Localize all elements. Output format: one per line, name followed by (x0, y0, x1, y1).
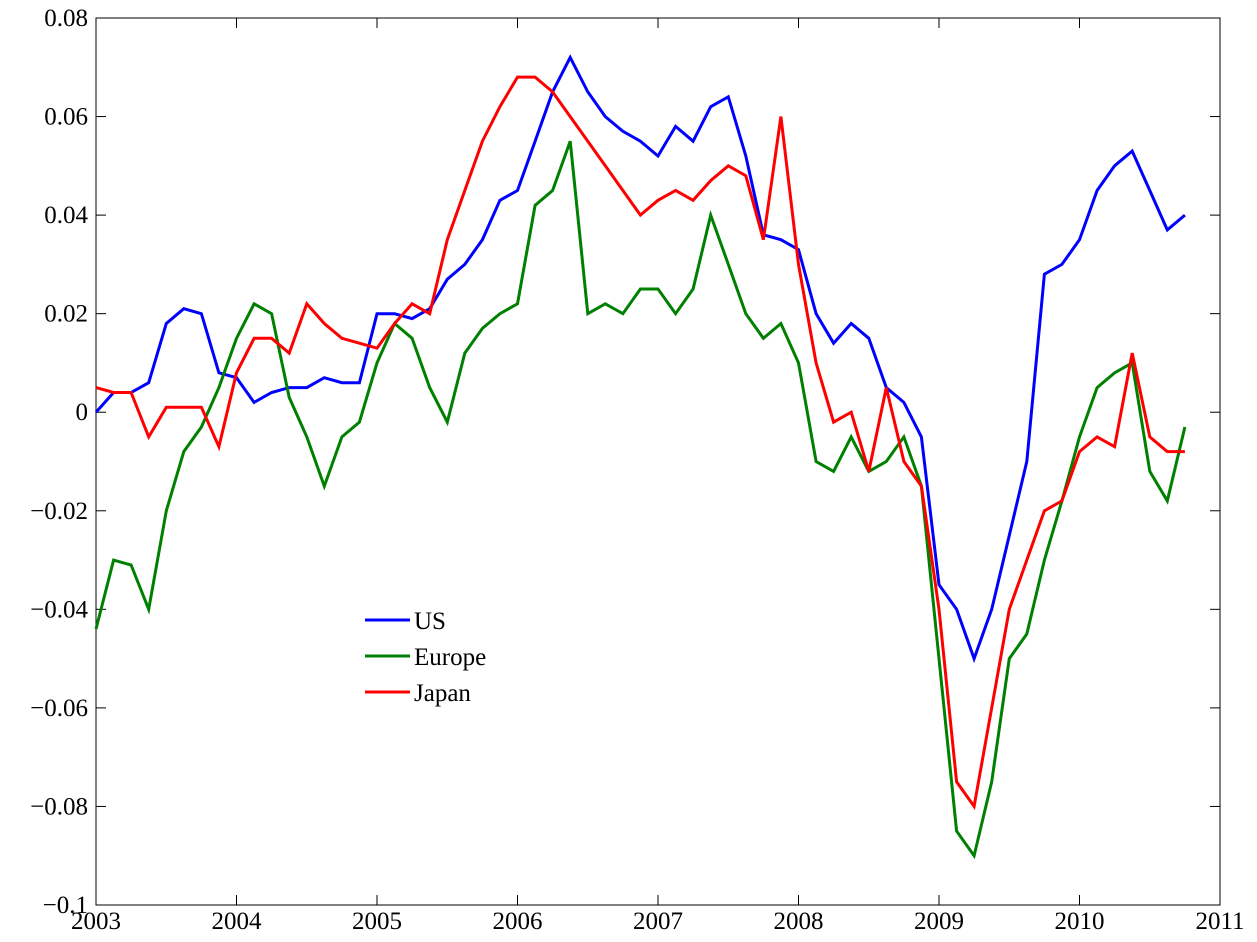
series-line (95, 75, 1185, 811)
y-tick-label: −0.04 (30, 596, 88, 623)
x-tick-label: 2006 (493, 908, 543, 935)
x-tick-label: 2007 (633, 908, 683, 935)
y-tick-label: −0.06 (30, 695, 88, 722)
x-tick-label: 2004 (212, 908, 263, 935)
y-tick-label: 0.04 (44, 202, 88, 229)
y-tick-label: 0.02 (44, 301, 88, 328)
series-line (94, 54, 1186, 664)
y-tick-label: 0.08 (44, 5, 88, 32)
legend-label: Europe (414, 644, 486, 671)
y-tick-label: 0 (76, 399, 89, 426)
legend-label: US (414, 608, 446, 635)
y-tick-label: −0.1 (43, 892, 88, 919)
legend-label: Japan (414, 680, 471, 707)
series-line (94, 140, 1187, 860)
x-tick-label: 2011 (1195, 908, 1244, 935)
y-tick-label: −0.08 (30, 793, 88, 820)
y-tick-label: −0.02 (30, 498, 88, 525)
x-tick-label: 2010 (1055, 908, 1105, 935)
x-tick-label: 2005 (352, 908, 402, 935)
x-tick-label: 2009 (914, 908, 964, 935)
plot-area (95, 17, 1221, 906)
x-tick-label: 2003 (71, 908, 121, 935)
x-tick-label: 2008 (774, 908, 824, 935)
y-tick-label: 0.06 (44, 104, 88, 131)
